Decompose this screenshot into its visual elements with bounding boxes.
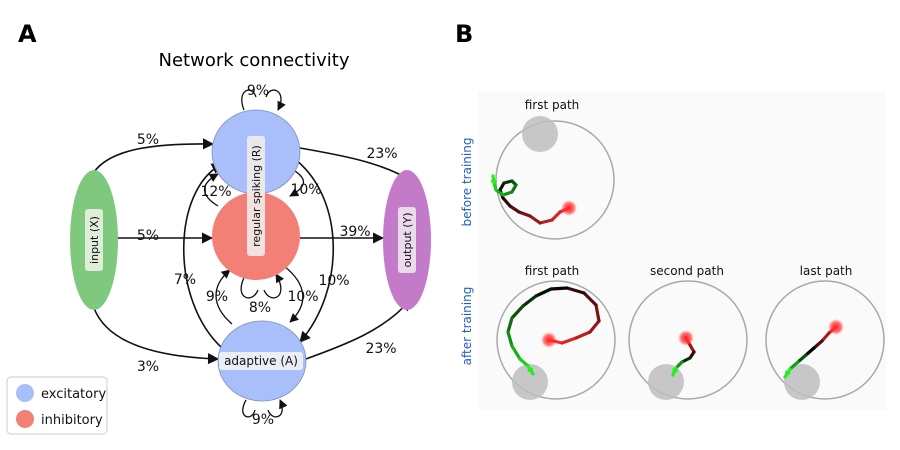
legend-excitatory-label: excitatory <box>41 387 106 402</box>
output-node-label: output (Y) <box>401 212 414 267</box>
edge-adaptive-self <box>242 400 282 418</box>
pct-adaptive-to-inhibitory: 9% <box>206 289 228 305</box>
legend-inhibitory-swatch <box>16 410 34 428</box>
after-training-label: after training <box>460 287 474 366</box>
goal-zone <box>512 364 548 400</box>
edge-inhibitory-to-regular <box>203 173 219 207</box>
end-arrow <box>672 368 679 375</box>
trajectory-segment <box>521 294 538 308</box>
trajectory-segment <box>501 196 512 208</box>
trajectory-segment <box>549 286 569 291</box>
pct-input-to-inhibitory: 5% <box>137 228 159 244</box>
trajectory-segment <box>582 291 598 307</box>
after-second-path-title: second path <box>650 264 724 278</box>
network-edges <box>93 89 411 418</box>
edge-regular-self <box>241 89 281 110</box>
legend: excitatory inhibitory <box>6 376 108 435</box>
end-arrow <box>785 370 792 377</box>
trajectory-segment <box>506 316 514 334</box>
regular-node-label: regular spiking (R) <box>250 145 263 247</box>
trajectory-segment <box>574 330 592 340</box>
before-training-label: before training <box>460 138 474 227</box>
trajectory-segment <box>518 357 530 368</box>
trajectory-segment <box>510 304 525 320</box>
panel-a: A Network connectivity <box>6 20 431 435</box>
pct-input-to-regular: 5% <box>137 132 159 148</box>
goal-zone <box>784 364 820 400</box>
after-first-path-title: first path <box>525 264 580 278</box>
edge-regular-to-adaptive <box>295 159 334 343</box>
edge-adaptive-to-inhibitory <box>215 269 233 325</box>
edge-inhibitory-self <box>240 274 281 299</box>
input-node-label: input (X) <box>88 216 101 264</box>
legend-inhibitory-label: inhibitory <box>41 413 103 428</box>
trajectory-segment <box>550 210 562 222</box>
pct-input-to-adaptive: 3% <box>137 359 159 375</box>
pct-adaptive-to-output: 23% <box>365 341 396 357</box>
trajectory-segment <box>538 218 554 225</box>
pct-inhibitory-self: 8% <box>249 300 271 316</box>
adaptive-node-label: adaptive (A) <box>224 354 298 368</box>
trajectory-segment <box>565 286 586 295</box>
end-arrow <box>490 176 498 183</box>
edge-adaptive-to-output <box>302 299 411 361</box>
edge-adaptive-to-regular <box>182 163 223 349</box>
pct-adaptive-to-regular: 7% <box>174 272 196 288</box>
trajectory-segment <box>534 287 553 298</box>
trajectory-segment <box>506 330 514 348</box>
pct-inhibitory-to-regular: 12% <box>200 184 231 200</box>
trajectory-segment <box>510 344 522 361</box>
pct-regular-to-adaptive: 10% <box>318 273 349 289</box>
panel-a-letter: A <box>18 20 37 48</box>
trajectory-segment <box>528 214 542 225</box>
trajectory-segment <box>558 206 571 214</box>
legend-excitatory-swatch <box>16 384 34 402</box>
trajectory-segment <box>517 210 532 218</box>
pct-regular-self: 9% <box>247 83 269 99</box>
arena-after-second <box>628 280 748 400</box>
edge-inhibitory-to-adaptive <box>283 265 304 323</box>
trajectory-segment <box>804 346 816 357</box>
panel-b: B before training after training first p… <box>455 20 886 410</box>
pct-inhibitory-to-adaptive: 10% <box>287 289 318 305</box>
trajectory-segment <box>820 331 831 343</box>
trajectory-segment <box>812 339 824 350</box>
trajectory-segment <box>508 204 521 214</box>
before-first-path-title: first path <box>525 98 580 112</box>
pct-regular-to-inhibitory: 10% <box>290 182 321 198</box>
pct-inhibitory-to-output: 39% <box>339 224 370 240</box>
arena-after-last <box>765 280 885 400</box>
pct-adaptive-self: 9% <box>252 412 274 428</box>
trajectory-segment <box>788 360 800 371</box>
edge-input-to-regular <box>93 138 215 173</box>
arena-after-first <box>496 280 616 400</box>
trajectory-segment <box>588 319 601 334</box>
after-last-path-title: last path <box>800 264 853 278</box>
goal-zone <box>522 116 558 152</box>
trajectory-segment <box>560 336 578 345</box>
arena-before-first <box>490 116 615 240</box>
pct-regular-to-output: 23% <box>366 146 397 162</box>
trajectory-segment <box>594 303 601 323</box>
edge-input-to-adaptive <box>93 307 220 365</box>
trajectory-segment <box>796 353 808 364</box>
trajectory-segment <box>547 338 564 345</box>
goal-zone <box>648 364 684 400</box>
panel-a-title: Network connectivity <box>159 50 350 71</box>
end-arrow <box>526 367 533 374</box>
panel-b-letter: B <box>455 20 473 48</box>
